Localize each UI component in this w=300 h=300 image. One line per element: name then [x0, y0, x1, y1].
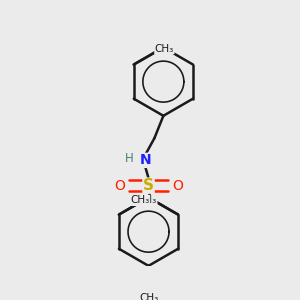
Text: CH₃: CH₃ — [138, 196, 157, 206]
Text: H: H — [125, 152, 134, 165]
Text: N: N — [140, 153, 152, 167]
Text: O: O — [114, 178, 125, 193]
Text: O: O — [172, 178, 183, 193]
Text: CH₃: CH₃ — [130, 196, 150, 206]
Text: S: S — [143, 178, 154, 193]
Text: CH₃: CH₃ — [155, 44, 174, 54]
Text: CH₃: CH₃ — [139, 292, 158, 300]
